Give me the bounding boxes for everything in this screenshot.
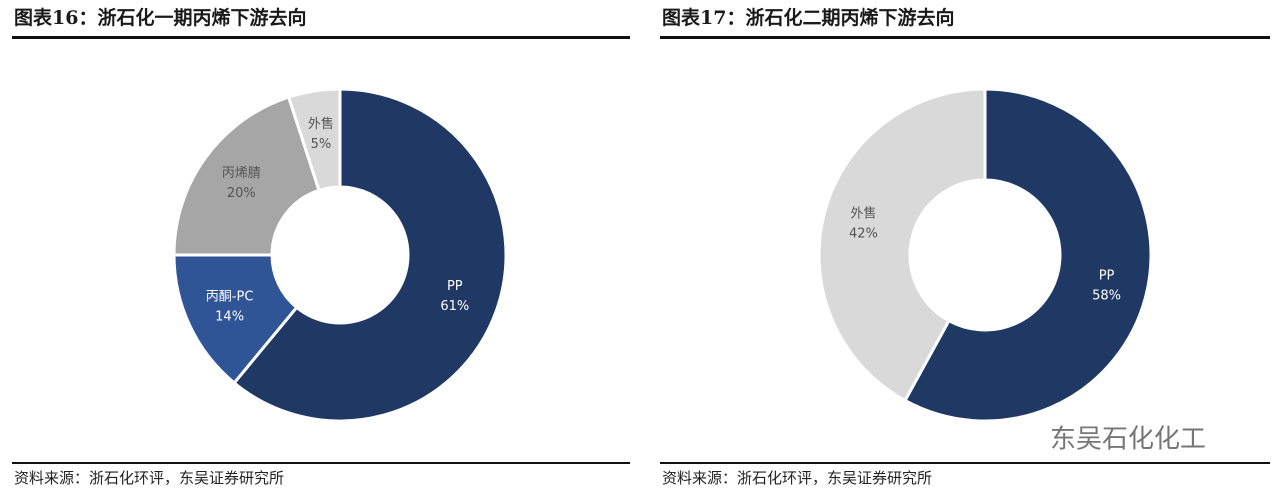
slice-value-label: 20% xyxy=(227,186,256,201)
slice-value-label: 42% xyxy=(849,226,878,241)
title-rule xyxy=(12,36,630,39)
slice-label: PP xyxy=(447,279,463,294)
chart-title: 图表16：浙石化一期丙烯下游去向 xyxy=(14,6,306,29)
slice-value-label: 61% xyxy=(440,299,469,314)
donut-slice xyxy=(172,253,299,386)
slice-value-label: 14% xyxy=(215,309,244,324)
donut-slice xyxy=(902,87,1153,423)
source-rule xyxy=(660,462,1270,464)
donut-slice xyxy=(817,87,987,403)
source-note: 资料来源：浙石化环评，东吴证券研究所 xyxy=(14,469,284,487)
donut-slice xyxy=(172,95,321,257)
slice-label: 丙酮-PC xyxy=(206,289,254,304)
donut-slice xyxy=(286,87,342,193)
source-rule xyxy=(12,462,630,464)
chart-title: 图表17：浙石化二期丙烯下游去向 xyxy=(662,6,954,29)
slice-value-label: 58% xyxy=(1092,289,1121,304)
slice-value-label: 5% xyxy=(311,137,332,152)
slice-label: 丙烯腈 xyxy=(222,166,261,181)
title-rule xyxy=(660,36,1270,39)
slice-label: 外售 xyxy=(850,205,876,221)
slice-label: 外售 xyxy=(308,116,334,132)
source-note: 资料来源：浙石化环评，东吴证券研究所 xyxy=(662,469,932,487)
donut-slice xyxy=(232,87,508,423)
slice-label: PP xyxy=(1099,269,1115,284)
watermark: 东吴石化化工 xyxy=(1050,425,1206,455)
